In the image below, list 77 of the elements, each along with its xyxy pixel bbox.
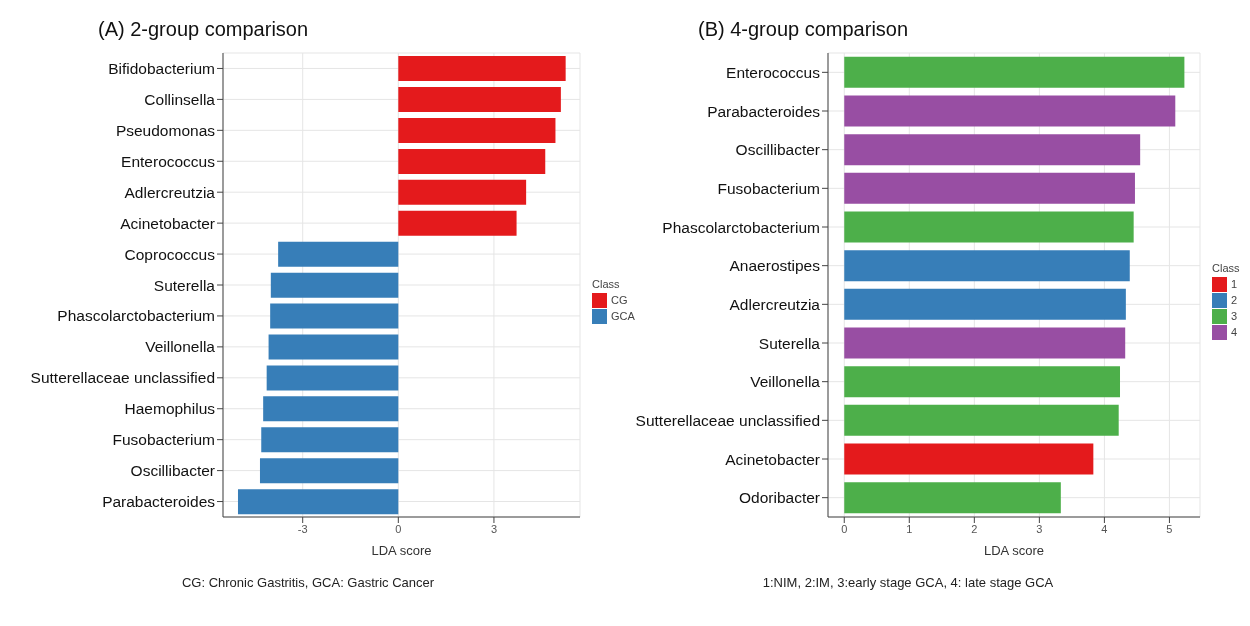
legend-title: Class: [592, 277, 621, 290]
y-tick-label: Veillonella: [750, 373, 821, 391]
bar: [398, 210, 517, 236]
y-tick-label: Acinetobacter: [725, 450, 820, 468]
x-tick-label: -3: [297, 522, 308, 535]
bar: [844, 211, 1134, 243]
x-tick-label: 0: [841, 522, 848, 535]
y-tick-label: Fusobacterium: [717, 179, 820, 197]
bar: [844, 95, 1176, 127]
bar: [270, 303, 399, 329]
bar: [844, 288, 1126, 320]
legend-label: 1: [1231, 278, 1238, 290]
y-tick-label: Adlercreutzia: [124, 183, 216, 201]
y-tick-label: Parabacteroides: [102, 493, 216, 511]
y-tick-label: Anaerostipes: [729, 257, 821, 275]
bar: [844, 443, 1094, 475]
y-tick-label: Haemophilus: [124, 400, 216, 418]
bar: [398, 56, 566, 82]
x-tick-label: 2: [971, 522, 978, 535]
text: 1:NIM, 2:IM, 3:early stage GCA, 4: late stage GCA: [761, 575, 1055, 590]
bar: [266, 365, 399, 391]
x-tick-label: 0: [395, 522, 402, 535]
legend-label: CG: [611, 294, 628, 306]
y-tick-label: Phascolarctobacterium: [57, 307, 215, 325]
y-tick-label: Oscillibacter: [735, 141, 820, 159]
y-tick-label: Coprococcus: [124, 245, 216, 263]
bar: [261, 427, 399, 453]
y-tick-label: Parabacteroides: [707, 102, 821, 120]
bar: [270, 272, 399, 298]
y-tick-label: Odoribacter: [739, 489, 820, 507]
x-axis-title: LDA score: [984, 543, 1044, 558]
chart-title: (B) 4-group comparison: [698, 18, 910, 41]
bar: [844, 172, 1135, 204]
y-tick-label: Sutterellaceae unclassified: [30, 369, 215, 387]
y-tick-label: Phascolarctobacterium: [662, 218, 820, 236]
legend-title: Class: [1212, 261, 1240, 274]
y-tick-label: Enterococcus: [121, 152, 216, 170]
bar: [237, 489, 399, 515]
y-tick-label: Pseudomonas: [115, 121, 216, 139]
bar: [398, 148, 546, 174]
text: CG: Chronic Gastritis, GCA: Gastric Cancer: [180, 575, 436, 590]
bar: [844, 56, 1185, 88]
bar: [268, 334, 399, 360]
x-tick-label: 4: [1101, 522, 1108, 535]
bar: [263, 396, 399, 422]
bar: [844, 327, 1126, 359]
legend-label: GCA: [611, 310, 635, 322]
y-tick-label: Adlercreutzia: [729, 295, 821, 313]
y-tick-label: Collinsella: [144, 90, 216, 108]
y-tick-label: Acinetobacter: [120, 214, 215, 232]
legend-label: 3: [1231, 310, 1238, 322]
legend-label: 4: [1231, 326, 1238, 338]
y-tick-label: Fusobacterium: [112, 431, 215, 449]
y-tick-label: Bifidobacterium: [108, 59, 215, 77]
bar: [844, 404, 1119, 436]
y-tick-label: Suterella: [758, 334, 821, 352]
bar: [398, 87, 561, 113]
x-tick-label: 3: [1036, 522, 1043, 535]
bar: [844, 482, 1061, 514]
x-tick-label: 3: [490, 522, 497, 535]
y-tick-label: Enterococcus: [726, 63, 821, 81]
chart-title: (A) 2-group comparison: [98, 18, 310, 41]
x-axis-title: LDA score: [371, 543, 432, 558]
y-tick-label: Veillonella: [145, 338, 216, 356]
y-tick-label: Oscillibacter: [130, 462, 215, 480]
bar: [844, 134, 1141, 166]
bar: [844, 366, 1121, 398]
y-tick-label: Suterella: [153, 276, 216, 294]
y-tick-label: Sutterellaceae unclassified: [635, 411, 820, 429]
x-tick-label: 5: [1166, 522, 1173, 535]
bar: [844, 250, 1130, 282]
x-tick-label: 1: [906, 522, 913, 535]
bar: [278, 241, 399, 267]
bar: [259, 458, 399, 484]
bar: [398, 179, 527, 205]
bar: [398, 117, 556, 143]
legend-label: 2: [1231, 294, 1238, 306]
